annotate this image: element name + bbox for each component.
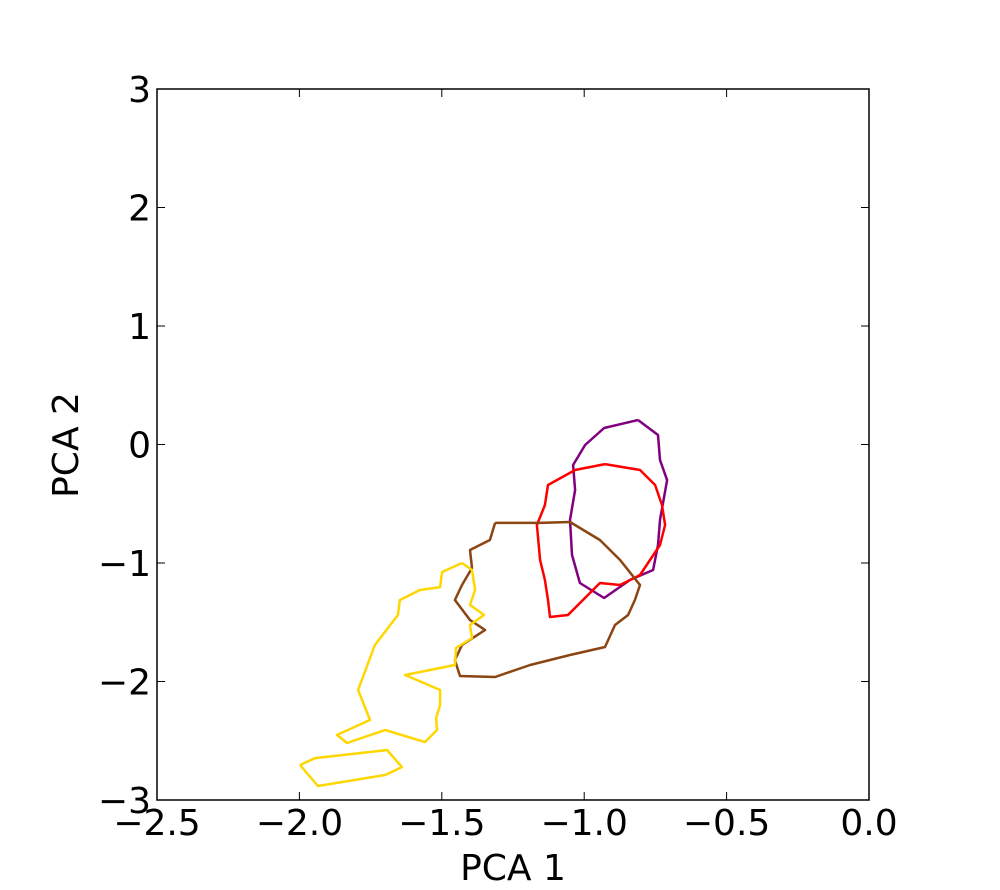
x-axis-label: PCA 1 bbox=[460, 848, 566, 889]
plot-frame bbox=[156, 88, 870, 801]
y-tick-label: −1 bbox=[98, 544, 151, 585]
y-axis-label: PCA 2 bbox=[46, 392, 87, 498]
x-tick-label: −1.0 bbox=[540, 803, 627, 844]
y-tick-label: −2 bbox=[98, 663, 151, 704]
contour-line bbox=[299, 561, 486, 788]
y-tick-label: 0 bbox=[128, 426, 151, 467]
y-tick-label: −3 bbox=[98, 781, 151, 822]
x-tick-label: −1.5 bbox=[398, 803, 485, 844]
contour-line bbox=[535, 462, 667, 619]
contour-line bbox=[453, 520, 642, 679]
y-tick-label: 3 bbox=[128, 70, 151, 111]
x-tick-label: −2.5 bbox=[113, 803, 200, 844]
x-tick-label: −0.5 bbox=[683, 803, 770, 844]
x-tick-label: −2.0 bbox=[256, 803, 343, 844]
y-tick-label: 2 bbox=[128, 189, 151, 230]
x-tick-label: 0.0 bbox=[840, 803, 897, 844]
y-tick-label: 1 bbox=[128, 307, 151, 348]
contour-line bbox=[568, 418, 669, 600]
